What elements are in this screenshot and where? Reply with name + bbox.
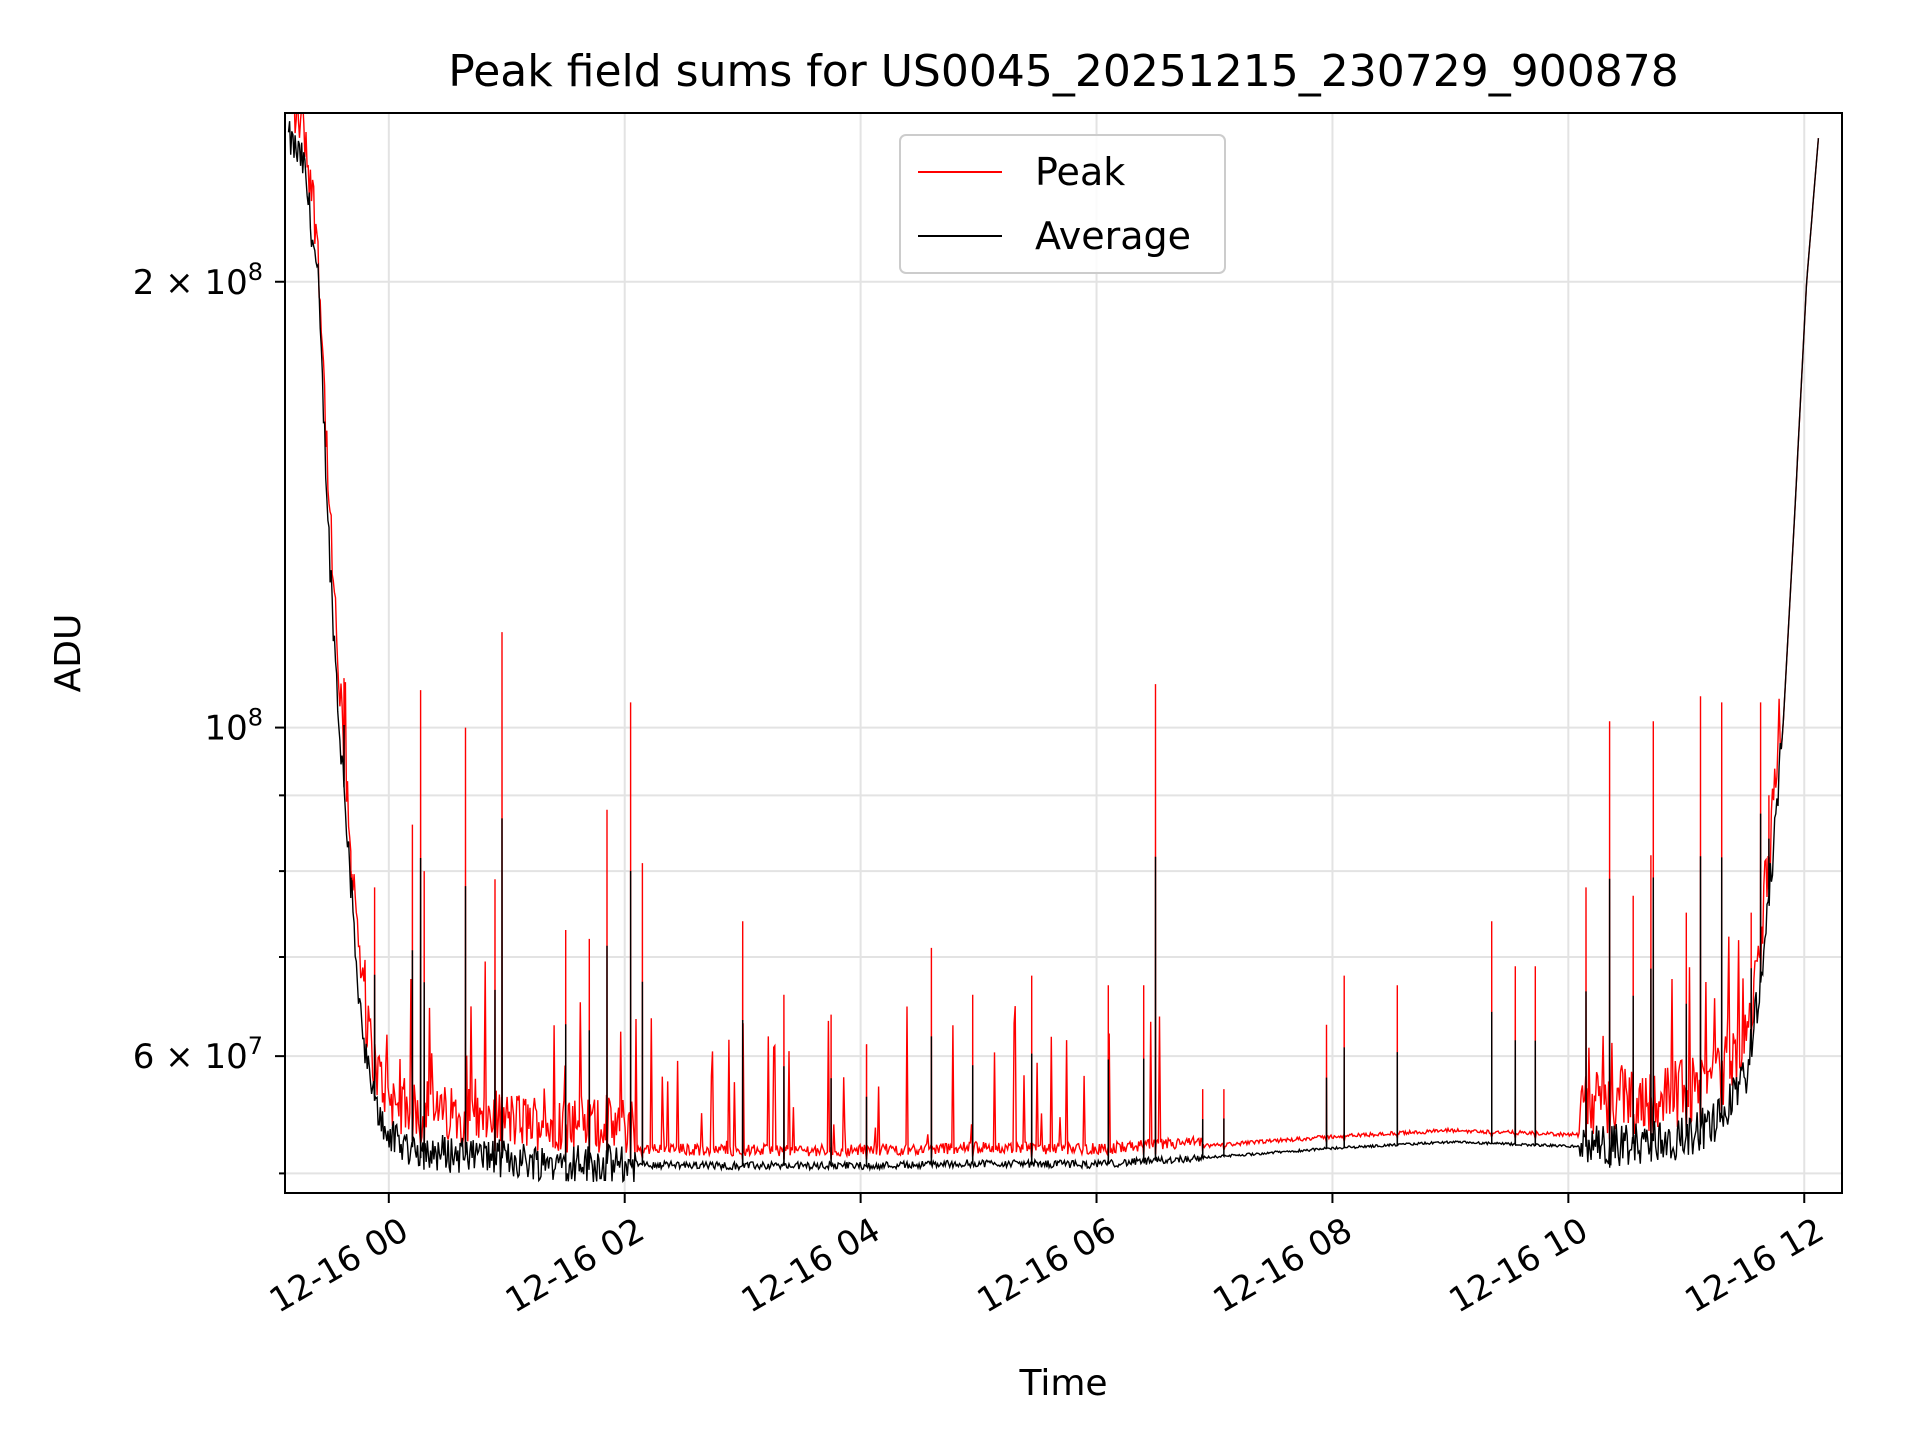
legend-label-peak: Peak bbox=[1035, 150, 1125, 194]
legend-label-average: Average bbox=[1035, 214, 1191, 258]
x-tick-label: 12-16 04 bbox=[735, 1210, 887, 1321]
plot-frame bbox=[284, 112, 1843, 1194]
x-tick-label: 12-16 10 bbox=[1442, 1210, 1594, 1321]
chart-title: Peak field sums for US0045_20251215_2307… bbox=[448, 46, 1678, 97]
series-line-average bbox=[287, 121, 1820, 1183]
series-line-peak bbox=[291, 113, 1820, 1160]
series-layer bbox=[287, 113, 1820, 1183]
x-tick-label: 12-16 02 bbox=[499, 1210, 651, 1321]
legend: Peak Average bbox=[899, 134, 1226, 274]
x-tick-label: 12-16 08 bbox=[1207, 1210, 1359, 1321]
y-tick-label: 6 × 107 bbox=[133, 1032, 263, 1077]
y-axis-title: ADU bbox=[48, 614, 89, 693]
y-tick-label: 108 bbox=[204, 704, 263, 749]
x-axis-title: Time bbox=[1018, 1363, 1107, 1404]
y-tick-label: 2 × 108 bbox=[133, 258, 263, 303]
legend-box bbox=[899, 134, 1226, 274]
x-tick-label: 12-16 12 bbox=[1678, 1210, 1830, 1321]
grid-layer bbox=[285, 113, 1842, 1193]
x-tick-label: 12-16 06 bbox=[971, 1210, 1123, 1321]
x-tick-label: 12-16 00 bbox=[263, 1210, 415, 1321]
